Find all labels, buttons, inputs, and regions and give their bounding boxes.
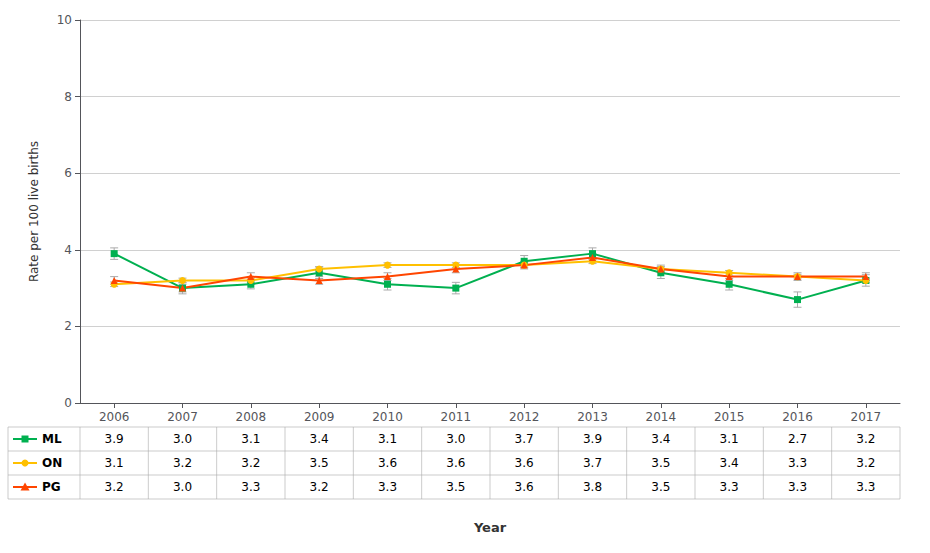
svg-text:3.3: 3.3: [788, 480, 807, 494]
svg-text:2: 2: [64, 319, 72, 333]
svg-text:3.3: 3.3: [241, 480, 260, 494]
svg-text:3.4: 3.4: [651, 432, 670, 446]
svg-text:3.2: 3.2: [856, 432, 875, 446]
svg-text:2008: 2008: [236, 410, 267, 424]
svg-text:2.7: 2.7: [788, 432, 807, 446]
svg-text:2014: 2014: [646, 410, 677, 424]
svg-text:6: 6: [64, 166, 72, 180]
svg-text:2010: 2010: [372, 410, 403, 424]
svg-text:3.3: 3.3: [378, 480, 397, 494]
svg-text:Rate per 100 live births: Rate per 100 live births: [27, 141, 41, 282]
svg-text:3.7: 3.7: [515, 432, 534, 446]
svg-text:3.2: 3.2: [310, 480, 329, 494]
svg-text:3.8: 3.8: [583, 480, 602, 494]
svg-text:3.5: 3.5: [651, 456, 670, 470]
svg-text:3.2: 3.2: [173, 456, 192, 470]
svg-text:3.3: 3.3: [856, 480, 875, 494]
svg-text:3.6: 3.6: [446, 456, 465, 470]
svg-text:3.9: 3.9: [105, 432, 124, 446]
svg-text:3.1: 3.1: [105, 456, 124, 470]
svg-text:2015: 2015: [714, 410, 745, 424]
svg-text:3.0: 3.0: [446, 432, 465, 446]
svg-text:2011: 2011: [441, 410, 472, 424]
svg-text:3.1: 3.1: [378, 432, 397, 446]
svg-text:3.6: 3.6: [378, 456, 397, 470]
svg-text:3.2: 3.2: [241, 456, 260, 470]
svg-text:8: 8: [64, 90, 72, 104]
svg-text:3.2: 3.2: [856, 456, 875, 470]
svg-text:3.4: 3.4: [310, 432, 329, 446]
svg-text:3.3: 3.3: [788, 456, 807, 470]
svg-text:2007: 2007: [167, 410, 198, 424]
svg-text:10: 10: [57, 13, 72, 27]
svg-text:3.6: 3.6: [515, 456, 534, 470]
svg-text:ML: ML: [42, 432, 62, 446]
svg-text:3.6: 3.6: [515, 480, 534, 494]
svg-text:0: 0: [64, 396, 72, 410]
svg-text:Year: Year: [473, 520, 507, 535]
svg-text:3.1: 3.1: [720, 432, 739, 446]
svg-text:3.5: 3.5: [651, 480, 670, 494]
svg-text:2009: 2009: [304, 410, 335, 424]
svg-text:ON: ON: [42, 456, 62, 470]
svg-text:3.1: 3.1: [241, 432, 260, 446]
svg-text:3.0: 3.0: [173, 432, 192, 446]
svg-text:3.2: 3.2: [105, 480, 124, 494]
svg-text:3.5: 3.5: [310, 456, 329, 470]
svg-text:3.9: 3.9: [583, 432, 602, 446]
svg-text:PG: PG: [42, 480, 61, 494]
svg-text:3.5: 3.5: [446, 480, 465, 494]
svg-text:4: 4: [64, 243, 72, 257]
svg-text:2006: 2006: [99, 410, 130, 424]
svg-text:3.7: 3.7: [583, 456, 602, 470]
svg-text:2013: 2013: [577, 410, 608, 424]
svg-text:2012: 2012: [509, 410, 540, 424]
svg-text:2016: 2016: [782, 410, 813, 424]
svg-text:3.4: 3.4: [720, 456, 739, 470]
svg-text:3.0: 3.0: [173, 480, 192, 494]
svg-text:2017: 2017: [851, 410, 882, 424]
svg-text:3.3: 3.3: [720, 480, 739, 494]
